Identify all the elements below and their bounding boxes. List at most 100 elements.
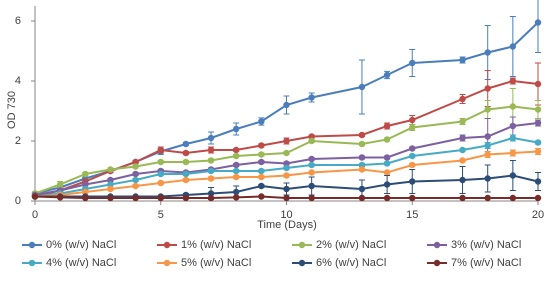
- y-tick-label: 0: [15, 195, 21, 207]
- data-point: [534, 80, 542, 88]
- data-point: [308, 182, 315, 190]
- data-point: [207, 157, 215, 164]
- data-point: [484, 49, 491, 56]
- legend-label: 6% (w/v) NaCl: [316, 257, 386, 269]
- error-bar: [535, 0, 541, 53]
- y-tick-label: 6: [15, 15, 21, 27]
- data-point: [534, 178, 542, 185]
- data-point: [157, 158, 164, 166]
- data-point: [459, 95, 466, 103]
- data-point: [56, 194, 64, 201]
- x-tick-label: 10: [280, 209, 292, 221]
- data-point: [233, 146, 240, 154]
- data-point: [82, 170, 89, 178]
- data-point: [358, 185, 366, 193]
- data-point: [258, 193, 265, 200]
- data-point: [207, 134, 215, 142]
- data-point: [132, 158, 139, 166]
- data-point: [157, 179, 164, 187]
- data-point: [383, 181, 391, 188]
- data-point: [358, 83, 366, 91]
- data-point: [459, 157, 466, 164]
- legend-marker: [28, 241, 36, 249]
- x-tick-label: 15: [406, 209, 418, 221]
- data-point: [182, 170, 190, 178]
- data-point: [509, 134, 517, 142]
- data-point: [132, 182, 139, 190]
- data-point: [484, 175, 491, 182]
- data-point: [258, 167, 265, 175]
- data-point: [509, 103, 517, 110]
- data-point: [182, 176, 190, 184]
- y-axis-label: OD 730: [6, 91, 18, 129]
- data-point: [484, 133, 491, 140]
- data-point: [258, 142, 265, 149]
- data-point: [157, 146, 164, 154]
- data-point: [182, 158, 190, 166]
- data-point: [509, 77, 517, 85]
- legend-marker: [298, 259, 306, 267]
- data-point: [409, 178, 416, 185]
- data-point: [409, 152, 416, 160]
- data-point: [157, 170, 164, 178]
- data-point: [82, 181, 89, 188]
- data-point: [484, 142, 491, 149]
- legend-marker: [298, 241, 306, 249]
- data-point: [233, 188, 240, 196]
- data-point: [233, 125, 240, 133]
- data-point: [107, 176, 114, 184]
- data-point: [358, 194, 366, 202]
- legend-marker: [433, 241, 441, 249]
- data-point: [182, 194, 190, 202]
- data-point: [383, 154, 391, 161]
- data-point: [308, 161, 315, 169]
- data-point: [157, 194, 164, 202]
- data-point: [107, 181, 114, 188]
- legend-marker: [163, 259, 171, 267]
- data-point: [233, 167, 240, 175]
- data-point: [207, 194, 215, 202]
- data-point: [207, 175, 215, 182]
- data-point: [308, 155, 315, 163]
- data-point: [56, 181, 64, 188]
- data-point: [484, 85, 491, 92]
- data-point: [383, 169, 391, 176]
- data-point: [308, 137, 315, 145]
- legend-label: 7% (w/v) NaCl: [451, 257, 521, 269]
- legend-marker: [433, 259, 441, 267]
- data-point: [509, 122, 517, 130]
- data-point: [308, 194, 315, 202]
- data-point: [132, 170, 139, 178]
- data-point: [283, 137, 290, 145]
- data-point: [207, 146, 215, 154]
- data-point: [207, 190, 215, 197]
- y-tick-label: 4: [15, 75, 21, 87]
- data-point: [82, 194, 89, 202]
- data-point: [358, 131, 366, 139]
- data-point: [283, 172, 290, 179]
- data-point: [409, 124, 416, 131]
- x-tick-label: 5: [158, 209, 164, 221]
- data-point: [132, 194, 139, 202]
- data-point: [509, 194, 517, 202]
- legend-marker: [163, 241, 171, 249]
- legend-label: 0% (w/v) NaCl: [46, 239, 116, 251]
- data-point: [358, 154, 366, 161]
- data-point: [534, 194, 542, 202]
- data-point: [409, 116, 416, 124]
- data-point: [258, 151, 265, 158]
- data-point: [534, 148, 542, 155]
- legend-label: 2% (w/v) NaCl: [316, 239, 386, 251]
- data-point: [509, 149, 517, 157]
- data-point: [409, 59, 416, 67]
- legend-label: 1% (w/v) NaCl: [181, 239, 251, 251]
- data-point: [484, 151, 491, 158]
- data-point: [459, 146, 466, 154]
- data-point: [459, 56, 466, 64]
- data-point: [534, 106, 542, 113]
- legend-label: 3% (w/v) NaCl: [451, 239, 521, 251]
- data-point: [283, 194, 290, 202]
- data-point: [459, 118, 466, 125]
- data-point: [283, 149, 290, 157]
